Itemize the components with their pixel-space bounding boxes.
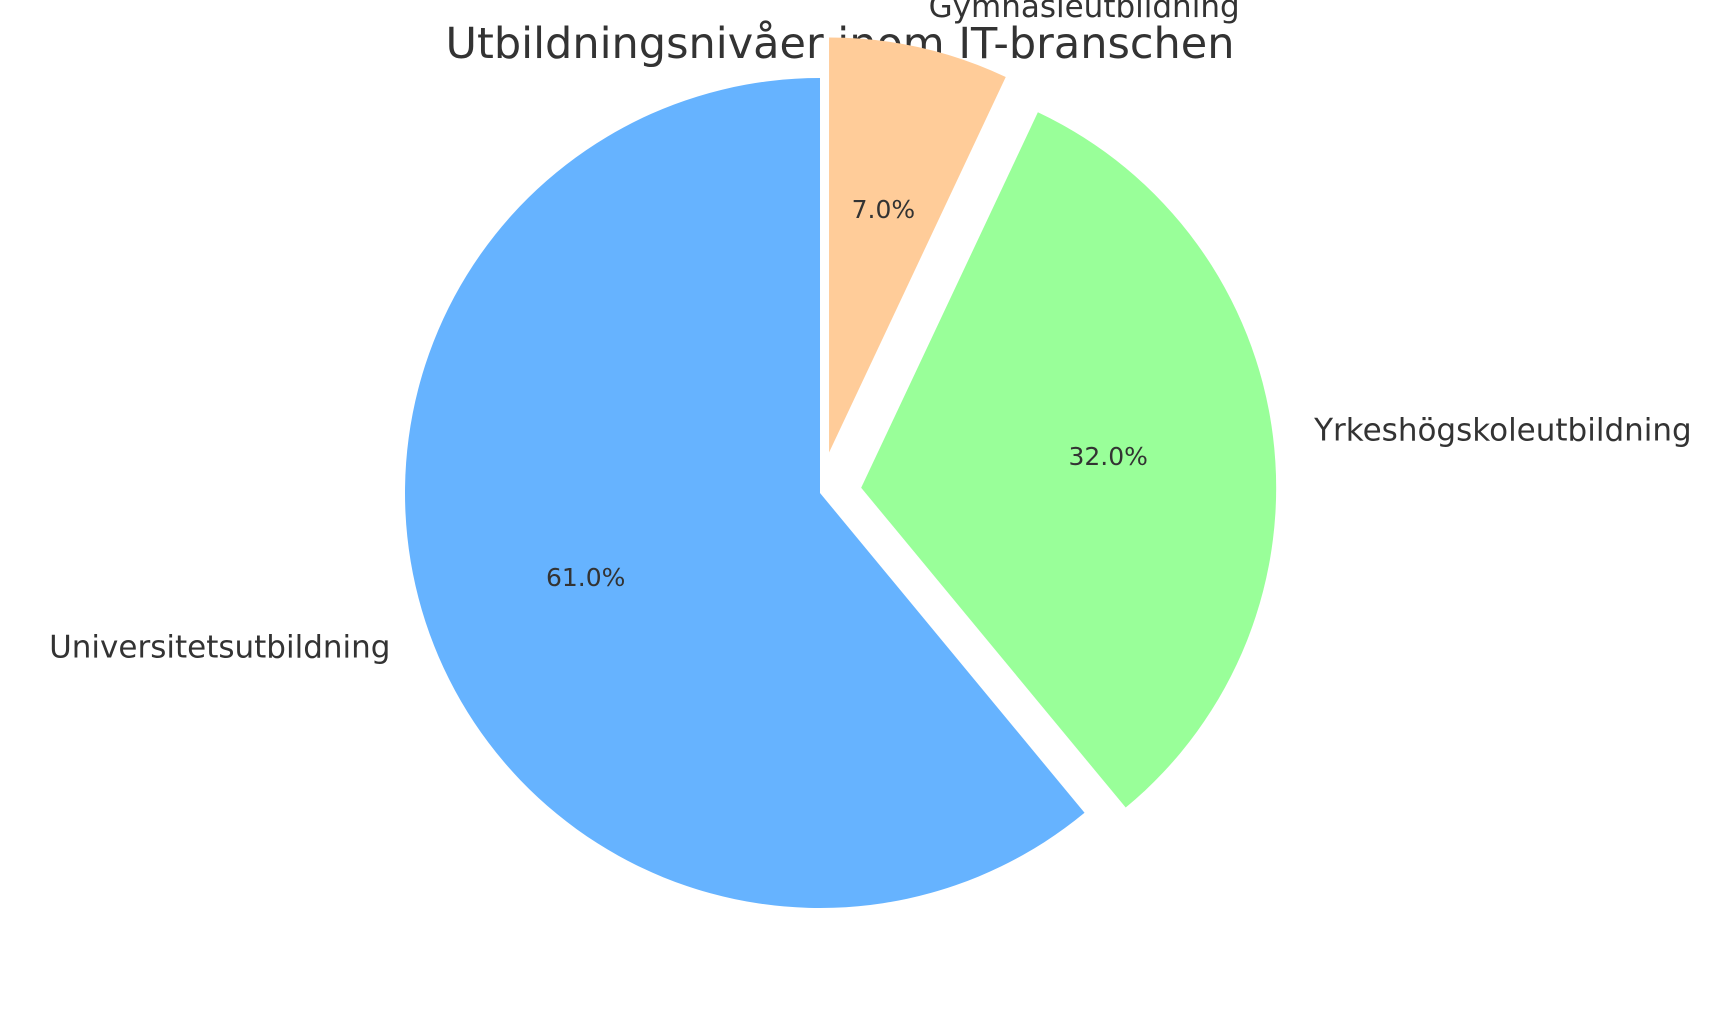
pie-slices: [405, 37, 1277, 908]
pie-labels: 61.0% Universitetsutbildning 32.0% Yrkeshög…: [49, 0, 1692, 666]
pie-slice-universitetsutbildning: [405, 78, 1085, 908]
pie-category-label-yrkesh-gskoleutbildning: Yrkeshögskoleutbildning: [1313, 413, 1692, 449]
pie-percent-label-universitetsutbildning: 61.0%: [546, 563, 625, 592]
pie-slice-gymnasieutbildning: [829, 37, 1006, 453]
pie-slice-yrkesh-gskoleutbildning: [861, 112, 1277, 808]
pie-category-label-universitetsutbildning: Universitetsutbildning: [49, 630, 390, 666]
pie-category-label-gymnasieutbildning: Gymnasieutbildning: [929, 0, 1240, 25]
pie-percent-label-gymnasieutbildning: 7.0%: [852, 195, 916, 224]
pie-percent-label-yrkesh-gskoleutbildning: 32.0%: [1068, 442, 1147, 471]
